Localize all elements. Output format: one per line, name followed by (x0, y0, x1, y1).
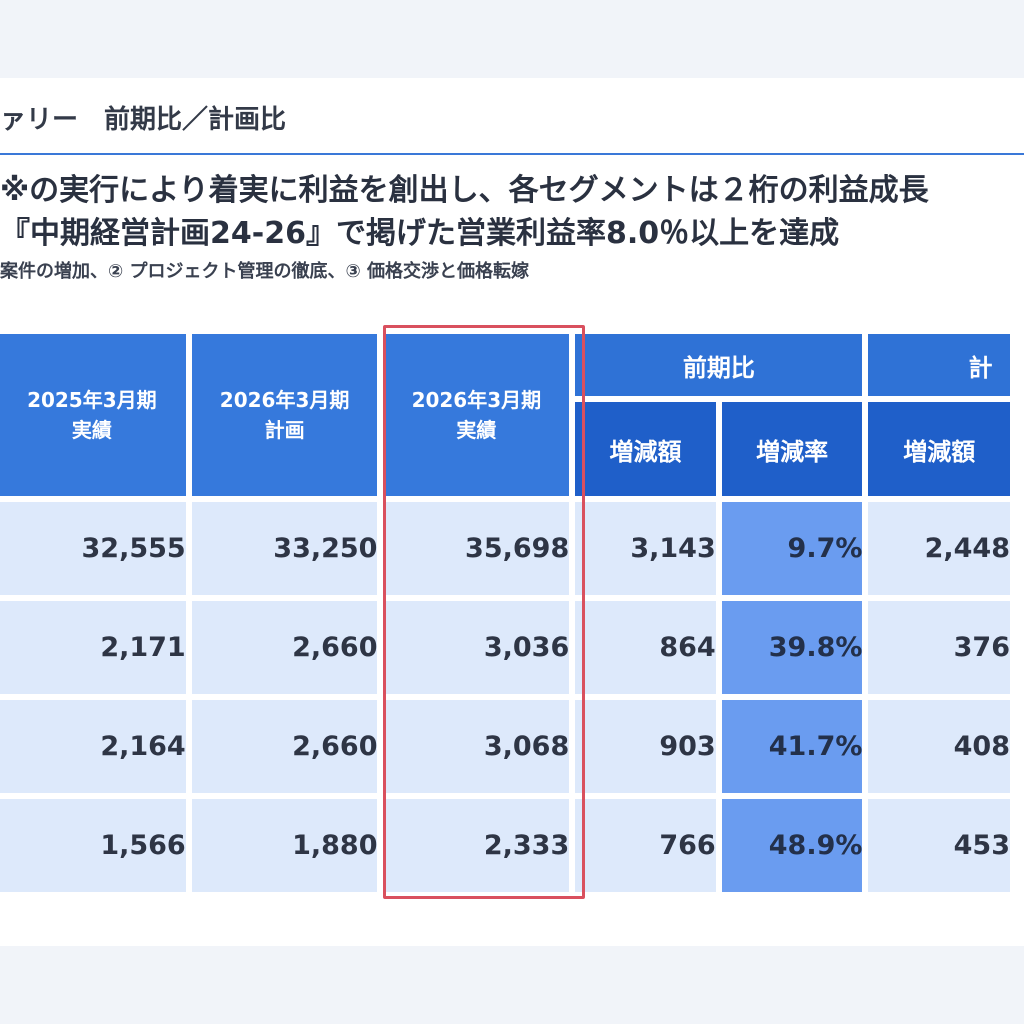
cell-plan-amount: 376 (868, 601, 1010, 694)
cell-yoy-amount: 864 (575, 601, 716, 694)
table-row: 2,171 2,660 3,036 864 39.8% 376 (0, 601, 1010, 694)
header-fy2025-actual-line2: 実績 (71, 418, 112, 442)
cell-yoy-rate: 48.9% (721, 799, 863, 892)
cell-yoy-rate: 39.8% (721, 601, 863, 694)
header-fy2026-plan-line1: 2026年3月期 (219, 388, 350, 412)
cell-fy2026-plan: 1,880 (191, 799, 378, 892)
cell-fy2025-actual: 2,164 (0, 700, 186, 793)
summary-line-1: ※の実行により着実に利益を創出し、各セグメントは２桁の利益成長 (0, 173, 929, 208)
cell-fy2026-actual: 35,698 (383, 502, 570, 595)
header-yoy-rate: 増減率 (721, 402, 863, 496)
cell-fy2025-actual: 32,555 (0, 502, 186, 595)
cell-plan-amount: 2,448 (868, 502, 1010, 595)
cell-plan-amount: 453 (868, 799, 1010, 892)
cell-yoy-amount: 3,143 (575, 502, 716, 595)
header-fy2026-plan: 2026年3月期 計画 (191, 334, 378, 496)
cell-yoy-amount: 903 (575, 700, 716, 793)
header-fy2026-plan-line2: 計画 (264, 418, 305, 442)
header-fy2026-actual-line2: 実績 (456, 418, 497, 442)
cell-fy2026-actual: 3,036 (383, 601, 570, 694)
header-fy2025-actual: 2025年3月期 実績 (0, 334, 186, 496)
header-fy2025-actual-line1: 2025年3月期 (27, 388, 157, 412)
header-fy2026-actual-line1: 2026年3月期 (411, 388, 542, 412)
results-table: 2025年3月期 実績 2026年3月期 計画 2026年3月期 実績 前期比 … (0, 328, 1016, 898)
cell-fy2025-actual: 2,171 (0, 601, 186, 694)
summary-note: 案件の増加、② プロジェクト管理の徹底、③ 価格交渉と価格転嫁 (0, 261, 530, 282)
title-divider (0, 153, 1024, 155)
cell-yoy-rate: 9.7% (721, 502, 863, 595)
summary-line-2: 『中期経営計画24-26』で掲げた営業利益率8.0％以上を達成 (0, 216, 840, 251)
table-subheader-row: 増減額 増減率 増減額 (0, 402, 1010, 496)
cell-fy2026-actual: 2,333 (383, 799, 570, 892)
cell-yoy-amount: 766 (575, 799, 716, 892)
cell-fy2026-plan: 2,660 (191, 601, 378, 694)
slide-title: ァリー 前期比／計画比 (0, 105, 287, 135)
cell-yoy-rate: 41.7% (721, 700, 863, 793)
header-group-yoy: 前期比 (575, 334, 863, 396)
header-plan-amount: 増減額 (868, 402, 1010, 496)
table-header-row: 2025年3月期 実績 2026年3月期 計画 2026年3月期 実績 前期比 … (0, 334, 1010, 496)
cell-plan-amount: 408 (868, 700, 1010, 793)
table-row: 32,555 33,250 35,698 3,143 9.7% 2,448 (0, 502, 1010, 595)
table-row: 2,164 2,660 3,068 903 41.7% 408 (0, 700, 1010, 793)
table-row: 1,566 1,880 2,333 766 48.9% 453 (0, 799, 1010, 892)
header-fy2026-actual: 2026年3月期 実績 (383, 334, 570, 496)
cell-fy2026-actual: 3,068 (383, 700, 570, 793)
header-group-plan: 計 (868, 334, 1010, 396)
cell-fy2025-actual: 1,566 (0, 799, 186, 892)
cell-fy2026-plan: 33,250 (191, 502, 378, 595)
cell-fy2026-plan: 2,660 (191, 700, 378, 793)
header-yoy-amount: 増減額 (575, 402, 716, 496)
